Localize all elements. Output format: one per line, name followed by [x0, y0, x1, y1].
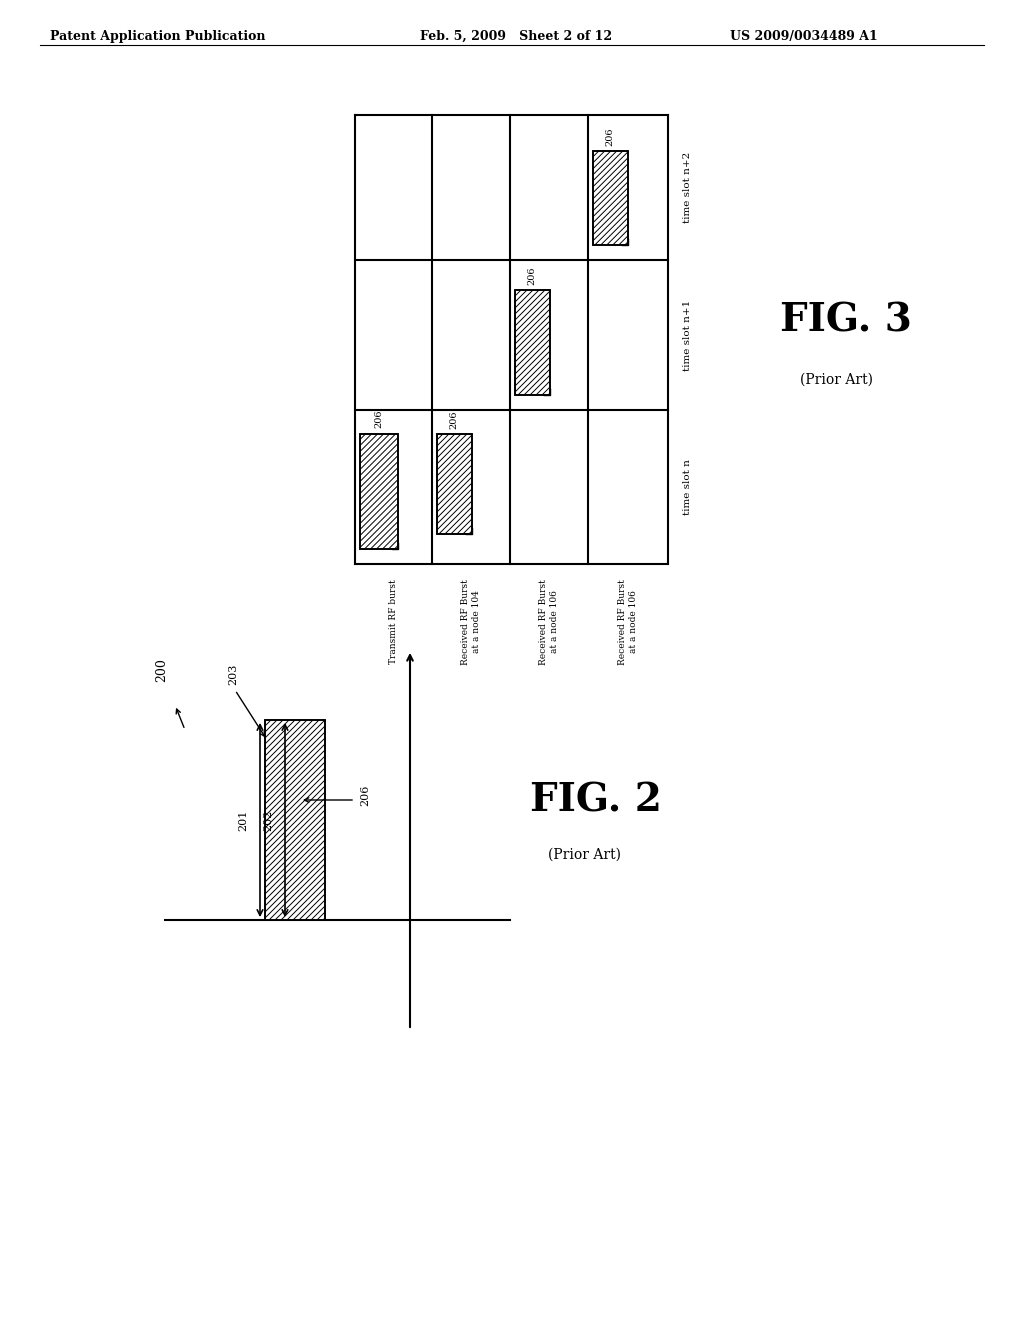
- Bar: [360, 433, 398, 549]
- Text: 202: 202: [263, 809, 273, 830]
- Text: FIG. 3: FIG. 3: [780, 301, 912, 339]
- Bar: [265, 719, 325, 920]
- Text: Feb. 5, 2009   Sheet 2 of 12: Feb. 5, 2009 Sheet 2 of 12: [420, 30, 612, 44]
- Text: FIG. 2: FIG. 2: [530, 781, 662, 818]
- Text: (Prior Art): (Prior Art): [548, 847, 621, 862]
- Bar: [360, 433, 398, 549]
- Bar: [265, 719, 325, 920]
- Text: 206: 206: [606, 127, 614, 145]
- Bar: [593, 150, 628, 246]
- Text: 206: 206: [450, 411, 459, 429]
- Bar: [593, 150, 628, 246]
- Text: (Prior Art): (Prior Art): [800, 374, 873, 387]
- Text: time slot n+1: time slot n+1: [683, 300, 692, 371]
- Text: Received RF Burst
at a node 104: Received RF Burst at a node 104: [461, 579, 480, 665]
- Text: 200: 200: [155, 659, 168, 682]
- Text: 203: 203: [228, 664, 238, 685]
- Text: Received RF Burst
at a node 106: Received RF Burst at a node 106: [540, 579, 559, 665]
- Text: time slot n: time slot n: [683, 459, 692, 515]
- Text: 206: 206: [527, 267, 537, 285]
- Text: 206: 206: [375, 411, 384, 429]
- Text: Received RF Burst
at a node 106: Received RF Burst at a node 106: [618, 579, 638, 665]
- Text: 201: 201: [238, 809, 248, 830]
- Bar: [437, 434, 472, 535]
- Bar: [515, 290, 550, 395]
- Bar: [437, 434, 472, 535]
- Text: US 2009/0034489 A1: US 2009/0034489 A1: [730, 30, 878, 44]
- Bar: [515, 290, 550, 395]
- Text: Patent Application Publication: Patent Application Publication: [50, 30, 265, 44]
- Text: 206: 206: [360, 784, 370, 805]
- Text: Transmit RF burst: Transmit RF burst: [389, 579, 398, 664]
- Text: time slot n+2: time slot n+2: [683, 152, 692, 223]
